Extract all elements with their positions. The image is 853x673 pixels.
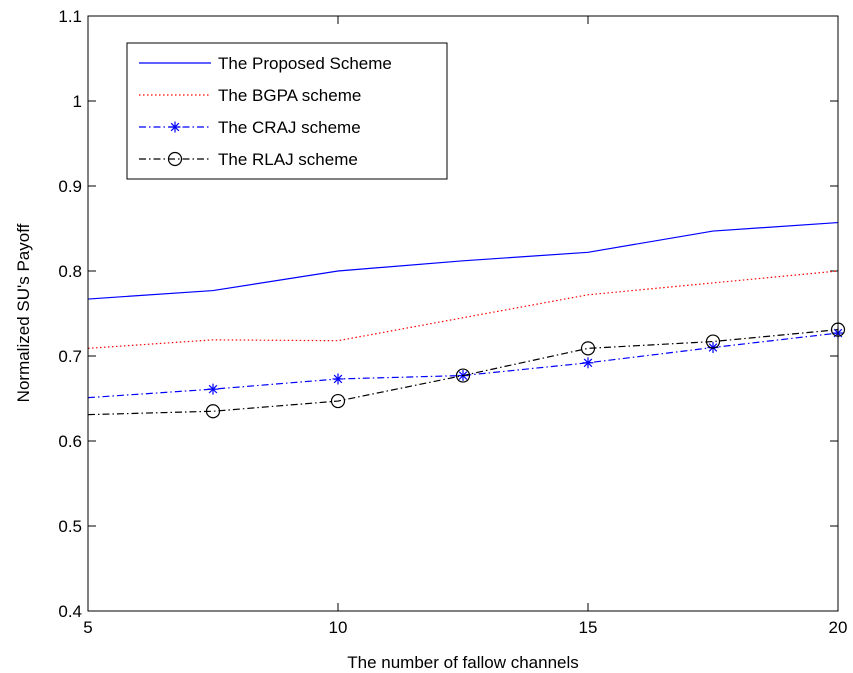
y-tick-label: 0.5 bbox=[58, 517, 82, 536]
x-tick-label: 5 bbox=[83, 618, 92, 637]
legend: The Proposed Scheme The BGPA scheme The CR… bbox=[126, 42, 448, 180]
series-line-4 bbox=[87, 329, 839, 416]
y-tick-label: 0.6 bbox=[58, 432, 82, 451]
y-tick-label: 0.7 bbox=[58, 347, 82, 366]
y-tick-label: 1.1 bbox=[58, 7, 82, 26]
series-4-marker bbox=[580, 341, 596, 356]
legend-label-3: The CRAJ scheme bbox=[218, 118, 361, 137]
ticks-layer: 5 10 15 20 0.4 0.5 0.6 0.7 0.8 0.9 1 1.1 bbox=[58, 7, 847, 637]
legend-label-2: The BGPA scheme bbox=[218, 86, 361, 105]
plot-frame bbox=[87, 15, 839, 612]
series-4-marker bbox=[330, 393, 346, 409]
series-3-marker bbox=[332, 373, 344, 385]
x-tick-label: 15 bbox=[579, 618, 598, 637]
series-4-marker bbox=[455, 368, 471, 383]
x-axis-label: The number of fallow channels bbox=[347, 653, 579, 672]
legend-label-4: The RLAJ scheme bbox=[218, 150, 358, 169]
series-3-marker bbox=[207, 383, 219, 395]
series-line-2 bbox=[87, 270, 839, 349]
series-4-marker bbox=[205, 404, 221, 419]
x-tick-label: 10 bbox=[329, 618, 348, 637]
series-layer bbox=[87, 221, 846, 419]
legend-marker-3 bbox=[169, 121, 181, 133]
y-tick-label: 0.8 bbox=[58, 262, 82, 281]
legend-marker-4 bbox=[167, 151, 183, 167]
series-4-marker bbox=[705, 334, 721, 349]
y-tick-label: 0.4 bbox=[58, 602, 82, 621]
series-3-marker bbox=[582, 357, 594, 369]
series-line-1 bbox=[87, 221, 839, 300]
y-tick-label: 0.9 bbox=[58, 177, 82, 196]
x-tick-label: 20 bbox=[829, 618, 848, 637]
y-tick-label: 1 bbox=[73, 92, 82, 111]
legend-label-1: The Proposed Scheme bbox=[218, 54, 392, 73]
y-axis-label: Normalized SU's Payoff bbox=[14, 223, 33, 402]
